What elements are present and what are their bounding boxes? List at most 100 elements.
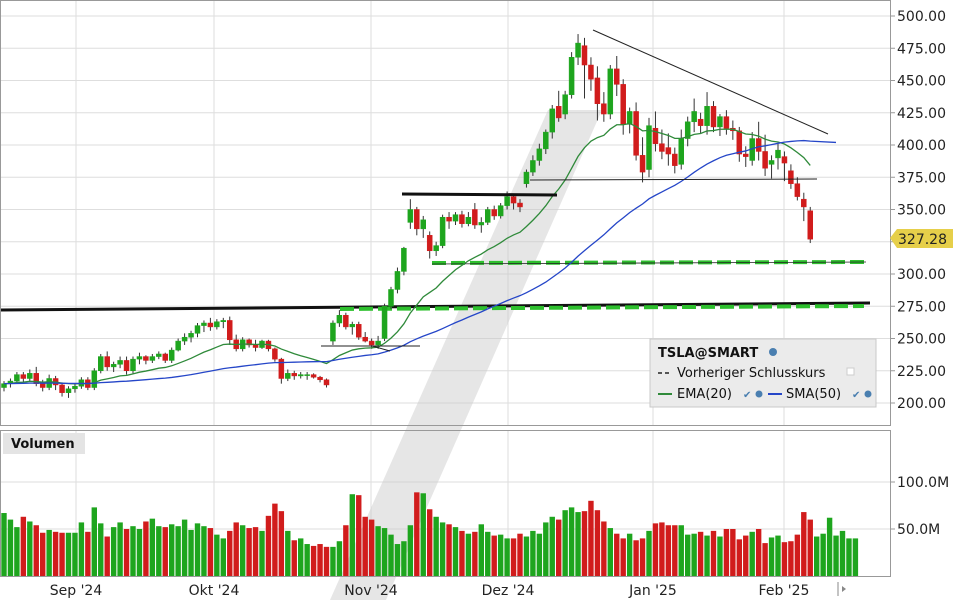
legend-title: TSLA@SMART bbox=[658, 346, 758, 361]
legend-item-prev-close: Vorheriger Schlusskurs bbox=[677, 366, 826, 381]
candle-body bbox=[775, 149, 781, 159]
volume-bar bbox=[465, 533, 472, 576]
volume-bar bbox=[375, 526, 381, 576]
price-tick-label: 375.00 bbox=[897, 170, 946, 186]
volume-bar bbox=[278, 511, 285, 576]
candle-body bbox=[394, 271, 401, 290]
volume-bar bbox=[343, 525, 349, 576]
candle-body bbox=[65, 388, 72, 393]
volume-bar bbox=[298, 538, 304, 576]
volume-bar bbox=[401, 541, 407, 576]
price-tick-label: 425.00 bbox=[897, 106, 946, 122]
volume-bar bbox=[336, 541, 343, 576]
volume-bar bbox=[110, 527, 117, 576]
candle-body bbox=[59, 384, 65, 393]
candle-body bbox=[704, 106, 710, 126]
candle-body bbox=[207, 322, 214, 328]
support-lines bbox=[0, 260, 871, 312]
volume-bar bbox=[323, 546, 330, 576]
volume-tick-label: 100.0M bbox=[897, 475, 949, 491]
volume-bar bbox=[136, 529, 143, 576]
candle-body bbox=[543, 131, 549, 150]
volume-bar bbox=[194, 523, 201, 576]
volume-bar bbox=[33, 525, 39, 576]
volume-bar bbox=[78, 522, 85, 576]
ema-settings-icon[interactable] bbox=[755, 390, 763, 398]
volume-bar bbox=[175, 526, 181, 576]
candle-body bbox=[562, 94, 568, 115]
volume-bar bbox=[665, 525, 672, 576]
volume-bar bbox=[626, 533, 633, 576]
candle-body bbox=[407, 209, 414, 223]
volume-bar bbox=[446, 524, 452, 576]
candle-body bbox=[755, 138, 762, 152]
candle-body bbox=[91, 370, 98, 388]
volume-bar bbox=[233, 522, 239, 576]
candle-body bbox=[697, 118, 704, 126]
candle-body bbox=[188, 333, 194, 338]
candle-body bbox=[581, 45, 588, 66]
trend-lines bbox=[321, 29, 829, 352]
legend-toggle-icon[interactable] bbox=[846, 367, 855, 376]
candle-body bbox=[252, 344, 259, 348]
volume-bar bbox=[368, 519, 375, 576]
volume-bar bbox=[98, 523, 104, 576]
volume-bar bbox=[117, 522, 123, 576]
volume-bar bbox=[362, 516, 368, 576]
volume-bar bbox=[452, 527, 459, 576]
candle-body bbox=[601, 103, 607, 115]
volume-bar bbox=[239, 525, 246, 576]
candle-body bbox=[794, 183, 801, 197]
candle-body bbox=[420, 219, 426, 230]
volume-bar bbox=[85, 531, 91, 576]
x-tick-label: Feb '25 bbox=[759, 583, 810, 599]
candle-body bbox=[736, 130, 743, 155]
candle-body bbox=[439, 216, 446, 246]
volume-bar bbox=[394, 544, 401, 576]
volume-bar bbox=[491, 535, 497, 576]
candle-body bbox=[568, 57, 575, 95]
x-tick-label: Okt '24 bbox=[189, 583, 240, 599]
volume-bar bbox=[736, 539, 742, 576]
volume-bar bbox=[388, 534, 394, 576]
volume-bar bbox=[510, 538, 517, 576]
sma-check-icon[interactable]: ✔ bbox=[852, 390, 860, 401]
candle-body bbox=[426, 235, 433, 252]
price-tick-label: 475.00 bbox=[897, 41, 946, 57]
support-line-thin bbox=[431, 261, 867, 265]
volume-bar bbox=[607, 528, 613, 576]
candle-body bbox=[123, 360, 130, 371]
scroll-right-icon[interactable] bbox=[837, 582, 846, 596]
ema-check-icon[interactable]: ✔ bbox=[743, 390, 751, 401]
candle-body bbox=[607, 68, 614, 115]
volume-bar bbox=[678, 525, 684, 576]
candle-body bbox=[381, 306, 388, 339]
volume-bar bbox=[220, 538, 226, 576]
volume-bar bbox=[207, 528, 214, 576]
volume-bar bbox=[614, 533, 620, 576]
downtrend-line bbox=[592, 29, 829, 135]
candle-body bbox=[504, 196, 510, 206]
volume-bar bbox=[20, 516, 27, 576]
candle-body bbox=[272, 348, 278, 360]
legend-symbol-settings-icon[interactable] bbox=[769, 348, 777, 356]
candle-body bbox=[497, 205, 504, 217]
candle-body bbox=[781, 156, 788, 164]
volume-bar bbox=[601, 521, 607, 576]
candle-body bbox=[220, 320, 227, 322]
volume-bar bbox=[704, 535, 710, 576]
volume-bar bbox=[781, 542, 788, 576]
x-tick-label: Jan '25 bbox=[628, 583, 677, 599]
volume-bar bbox=[762, 543, 768, 576]
volume-bar bbox=[788, 541, 794, 576]
sma50-line bbox=[3, 139, 837, 385]
price-tick-label: 400.00 bbox=[897, 138, 946, 154]
volume-bar bbox=[646, 530, 652, 576]
candle-body bbox=[665, 147, 672, 155]
neckline bbox=[529, 178, 818, 181]
candle-body bbox=[375, 340, 381, 346]
candle-body bbox=[104, 356, 110, 368]
candle-body bbox=[349, 324, 356, 328]
volume-bar bbox=[575, 512, 581, 576]
sma-settings-icon[interactable] bbox=[864, 390, 872, 398]
